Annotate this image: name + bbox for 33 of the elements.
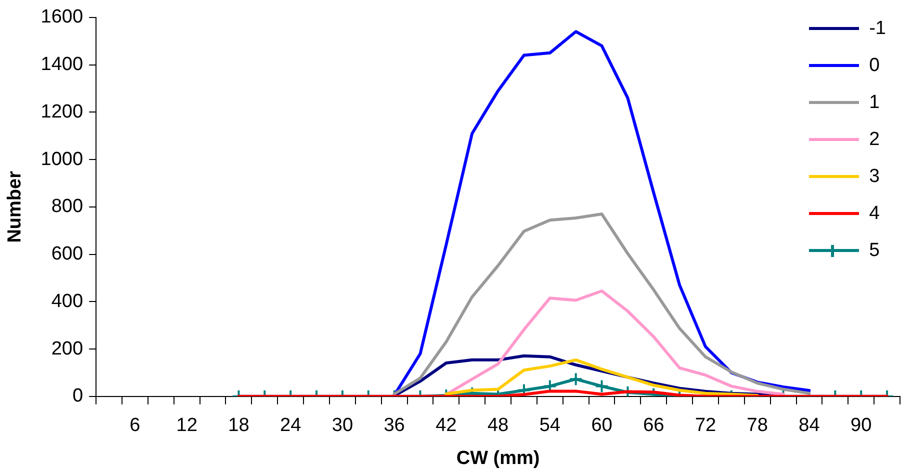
legend-label: 3 — [869, 166, 880, 188]
x-tick-label: 78 — [746, 415, 768, 436]
legend-label: 1 — [869, 92, 880, 114]
legend-label: 0 — [869, 54, 880, 76]
y-tick-label: 800 — [51, 196, 84, 218]
x-tick-label: 72 — [694, 415, 716, 436]
x-tick-label: 60 — [591, 415, 612, 436]
x-tick-label: 84 — [798, 415, 820, 436]
y-axis-title: Number — [4, 170, 26, 243]
y-tick-label: 1600 — [40, 6, 84, 28]
y-tick-label: 1000 — [40, 148, 84, 170]
y-tick-label: 600 — [51, 244, 84, 265]
x-tick-label: 24 — [280, 415, 302, 436]
x-tick-label: 90 — [850, 415, 872, 436]
y-tick-label: 1200 — [40, 101, 84, 122]
x-tick-label: 6 — [130, 415, 140, 436]
x-tick-label: 66 — [643, 415, 664, 436]
x-tick-label: 42 — [436, 415, 457, 436]
x-axis-title: CW (mm) — [456, 448, 540, 469]
x-tick-label: 30 — [332, 415, 354, 436]
x-tick-label: 54 — [539, 415, 561, 436]
legend-label: 2 — [869, 128, 880, 150]
y-tick-label: 0 — [72, 386, 84, 407]
y-tick-label: 200 — [51, 338, 84, 360]
x-tick-label: 18 — [228, 415, 250, 436]
legend-label: -1 — [869, 18, 886, 40]
legend-label: 4 — [869, 202, 880, 224]
x-tick-label: 12 — [176, 415, 198, 436]
x-tick-label: 36 — [384, 415, 405, 436]
legend-label: 5 — [869, 240, 880, 262]
x-tick-label: 48 — [487, 415, 509, 436]
y-tick-label: 1400 — [40, 54, 84, 76]
y-tick-label: 400 — [51, 290, 84, 312]
